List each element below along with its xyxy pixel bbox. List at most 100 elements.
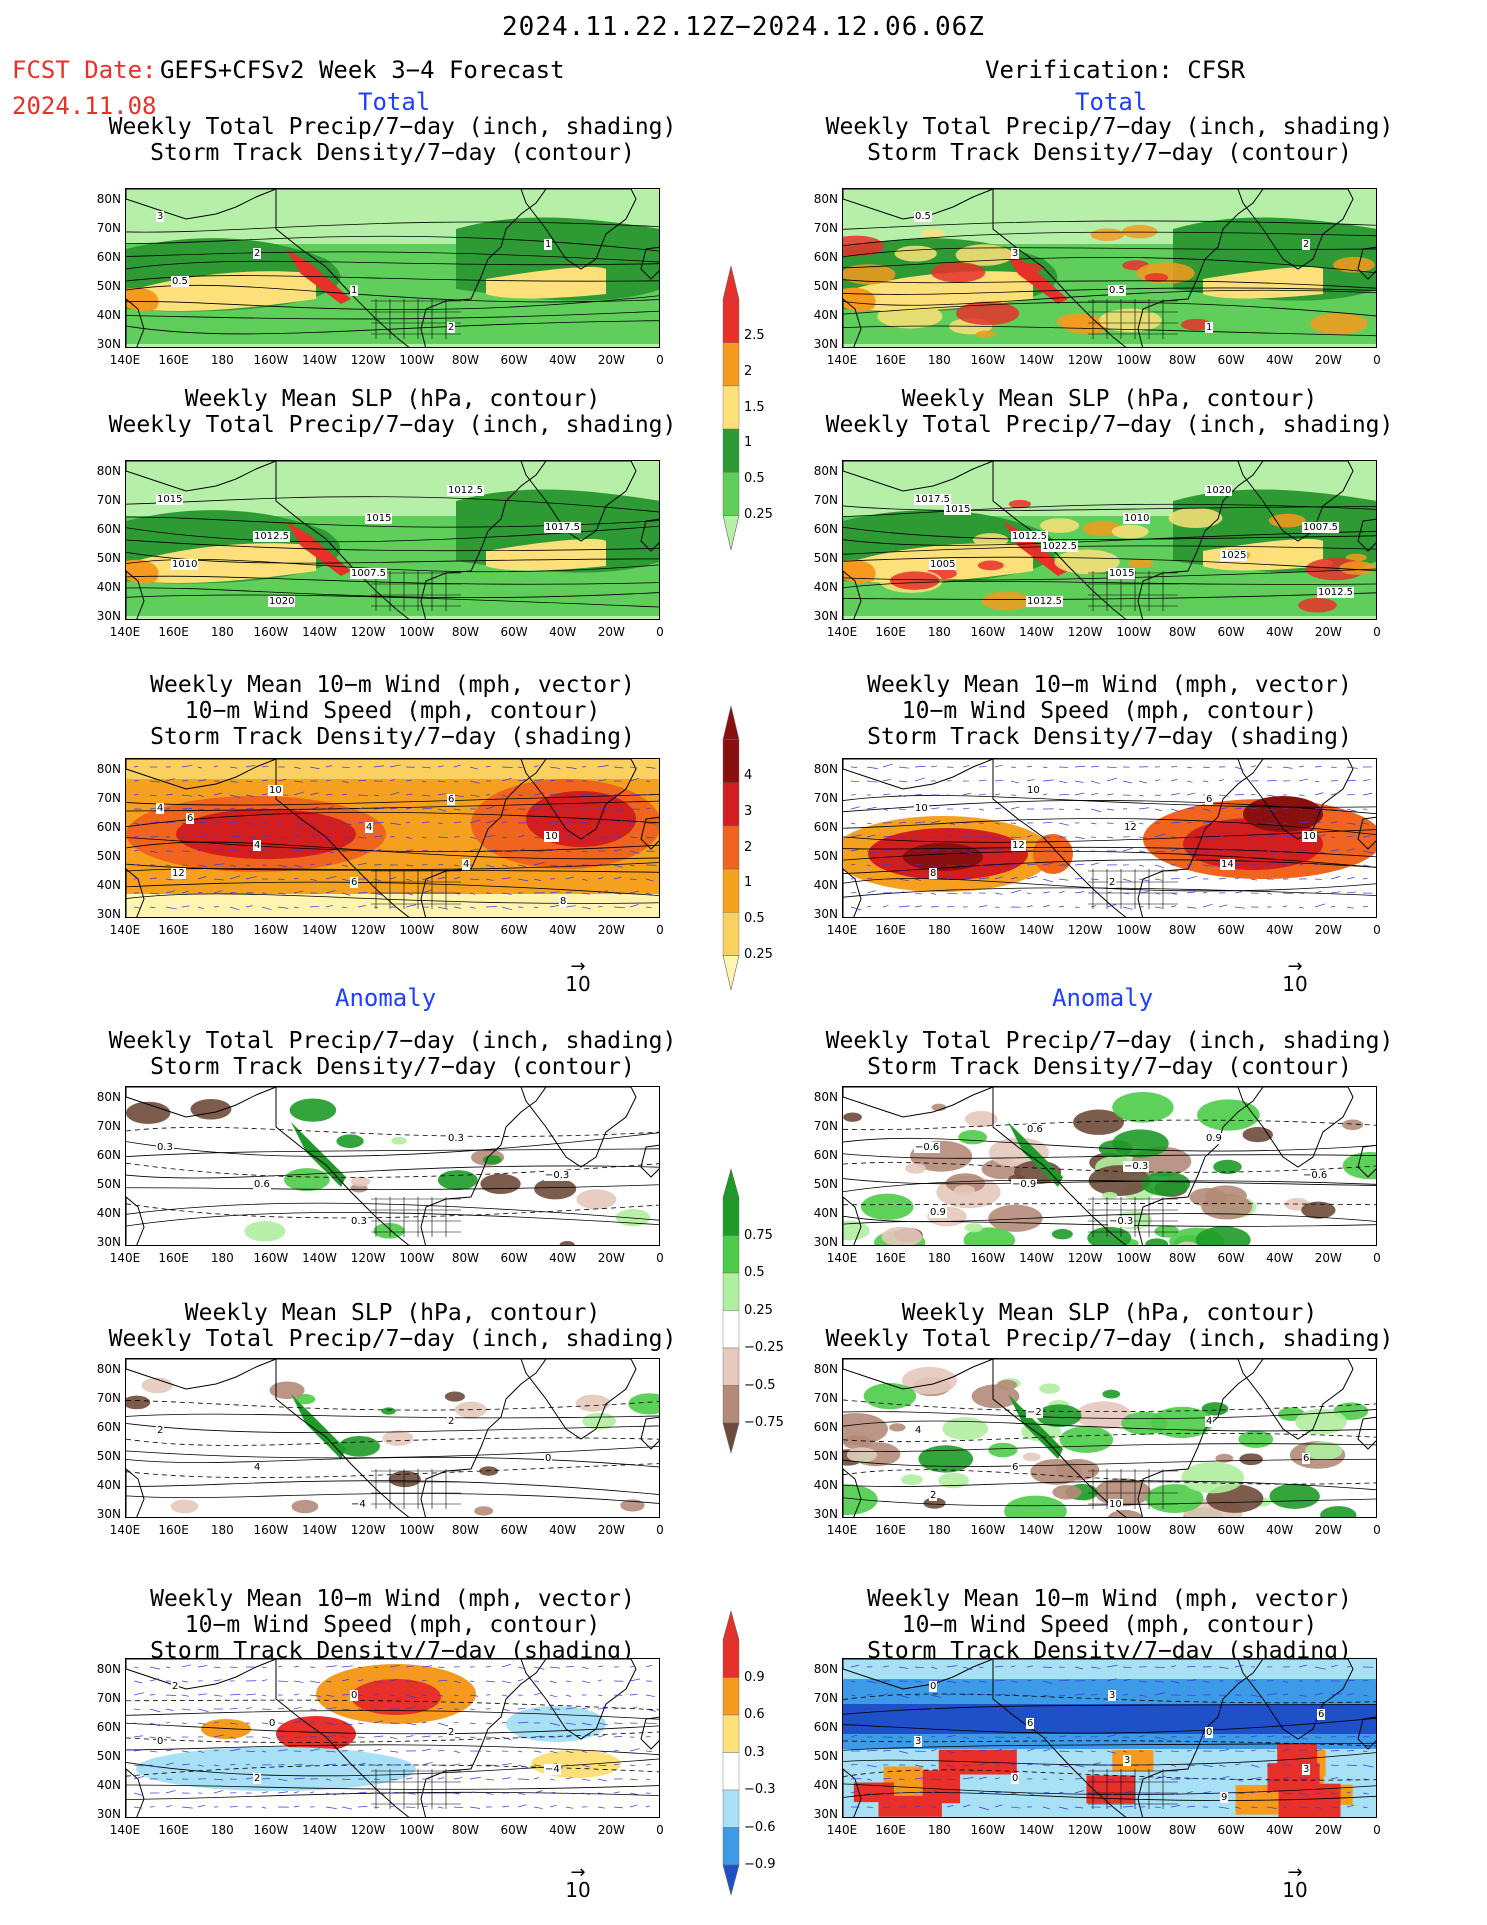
contour-label: 10: [1302, 831, 1317, 842]
lat-tick-label: 40N: [96, 1478, 121, 1492]
lon-tick-label: 60W: [1217, 923, 1245, 937]
lat-tick-label: 70N: [813, 1691, 838, 1705]
lon-tick-label: 80W: [451, 1823, 480, 1837]
section-anomaly-left: Anomaly: [335, 984, 437, 1012]
contour-label: 1: [544, 239, 553, 250]
lat-tick-label: 30N: [813, 1507, 838, 1521]
lon-tick-label: 160E: [875, 353, 906, 367]
lon-tick-label: 180: [927, 1823, 951, 1837]
lon-tick-label: 20W: [1314, 1523, 1342, 1537]
panel-title-line: Storm Track Density/7−day (contour): [150, 1054, 635, 1080]
lon-tick-label: 60W: [1217, 1523, 1245, 1537]
lat-tick-label: 80N: [96, 1662, 121, 1676]
contour-label: 10: [914, 803, 929, 814]
contour-label: −0.9: [1011, 1179, 1038, 1190]
contour-label: 1022.5: [1041, 541, 1078, 552]
panel-title: Weekly Mean SLP (hPa, contour) Weekly Tot…: [762, 386, 1457, 438]
contour-label: 0.5: [914, 211, 932, 222]
lat-tick-label: 50N: [813, 1749, 838, 1763]
lon-tick-label: 0: [1373, 923, 1381, 937]
lon-tick-label: 160E: [158, 353, 189, 367]
lat-tick-label: 30N: [813, 1235, 838, 1249]
lat-tick-label: 60N: [813, 1720, 838, 1734]
verification-map-tw: 10 12 2 6 10 8 10 12 14: [842, 758, 1377, 918]
lat-tick-label: 80N: [96, 192, 121, 206]
contour-label: 4: [253, 1462, 262, 1473]
lon-tick-label: 120W: [1067, 1251, 1103, 1265]
lat-tick-label: 60N: [96, 1720, 121, 1734]
panel-title: Weekly Total Precip/7−day (inch, shading…: [45, 114, 740, 166]
lon-tick-label: 40W: [1266, 1523, 1294, 1537]
lon-tick-label: 160E: [875, 625, 906, 639]
colorbar-label: 4: [744, 767, 753, 783]
lat-tick-label: 60N: [96, 250, 121, 264]
lon-tick-label: 140W: [1019, 353, 1054, 367]
lon-tick-label: 140W: [302, 1251, 337, 1265]
lat-tick-label: 80N: [813, 1090, 838, 1104]
lon-tick-label: 100W: [399, 1251, 435, 1265]
lon-tick-label: 180: [210, 923, 234, 937]
lon-tick-label: 0: [656, 625, 664, 639]
colorbar-anom-storm: 0.9 0.6 0.3 −0.3 −0.6 −0.9: [722, 1609, 776, 1901]
contour-label: 1020: [268, 596, 296, 607]
lon-tick-label: 60W: [1217, 353, 1245, 367]
contour-label: 12: [1123, 822, 1138, 833]
lon-tick-label: 60W: [1217, 625, 1245, 639]
contour-label: 10: [1108, 1499, 1123, 1510]
lon-tick-label: 20W: [1314, 923, 1342, 937]
lat-tick-label: 40N: [96, 1778, 121, 1792]
contour-label: 2: [447, 322, 456, 333]
contour-label: 2: [447, 1416, 456, 1427]
lon-tick-label: 140W: [1019, 1823, 1054, 1837]
contour-label: 0: [929, 1681, 938, 1692]
panel-title: Weekly Total Precip/7−day (inch, shading…: [762, 1028, 1457, 1080]
lon-tick-label: 120W: [1067, 923, 1103, 937]
lon-tick-label: 100W: [1116, 1523, 1152, 1537]
contour-label: 0: [1205, 1727, 1214, 1738]
contour-label: 1015: [365, 513, 393, 524]
panel-title: Weekly Mean 10−m Wind (mph, vector) 10−m …: [762, 672, 1457, 750]
lon-tick-label: 140W: [1019, 625, 1054, 639]
lat-tick-label: 50N: [96, 849, 121, 863]
lon-tick-label: 40W: [549, 1823, 577, 1837]
lon-tick-label: 20W: [597, 353, 625, 367]
lon-tick-label: 80W: [451, 625, 480, 639]
contour-label: 1007.5: [350, 568, 387, 579]
contour-label: 1: [350, 285, 359, 296]
lon-tick-label: 100W: [1116, 923, 1152, 937]
colorbar-label: 2: [744, 839, 753, 855]
contour-label: 0: [350, 1690, 359, 1701]
colorbar-label: 3: [744, 803, 753, 819]
colorbar-label: 0.5: [744, 1265, 765, 1280]
contour-label: 12: [171, 868, 186, 879]
lon-tick-label: 140E: [109, 625, 141, 639]
lon-tick-label: 160W: [970, 353, 1006, 367]
lon-tick-label: 0: [1373, 353, 1381, 367]
lon-tick-label: 160W: [253, 625, 289, 639]
contour-label: 0.9: [929, 1207, 947, 1218]
lon-tick-label: 20W: [597, 1251, 625, 1265]
contour-label: 2: [156, 1425, 165, 1436]
lon-tick-label: 120W: [1067, 1523, 1103, 1537]
lon-tick-label: 140W: [302, 923, 337, 937]
colorbar-label: 1.5: [744, 399, 765, 415]
lon-tick-label: 60W: [500, 353, 528, 367]
contour-label: 8: [559, 896, 568, 907]
panel-title: Weekly Total Precip/7−day (inch, shading…: [45, 1028, 740, 1080]
panel-title-line: Weekly Mean 10−m Wind (mph, vector): [150, 1586, 635, 1612]
colorbar-total-precip: 2.5 2 1.5 1 0.5 0.25: [722, 265, 773, 556]
lon-tick-label: 160W: [253, 1523, 289, 1537]
colorbar-total-storm: 4 3 2 1 0.5 0.25: [722, 705, 773, 996]
lat-tick-label: 80N: [813, 192, 838, 206]
vector-ref-anom-right: → 10: [1282, 1862, 1308, 1903]
lon-tick-label: 20W: [597, 625, 625, 639]
lon-tick-label: 20W: [597, 1523, 625, 1537]
contour-label: 2: [253, 248, 262, 259]
lat-tick-label: 70N: [96, 791, 121, 805]
lon-tick-label: 180: [927, 625, 951, 639]
lat-tick-label: 70N: [96, 493, 121, 507]
contour-label: 4: [462, 859, 471, 870]
lon-tick-label: 140E: [826, 625, 858, 639]
panel-title-line: Weekly Mean 10−m Wind (mph, vector): [150, 672, 635, 698]
panel-title: Weekly Mean SLP (hPa, contour) Weekly Tot…: [45, 1300, 740, 1352]
